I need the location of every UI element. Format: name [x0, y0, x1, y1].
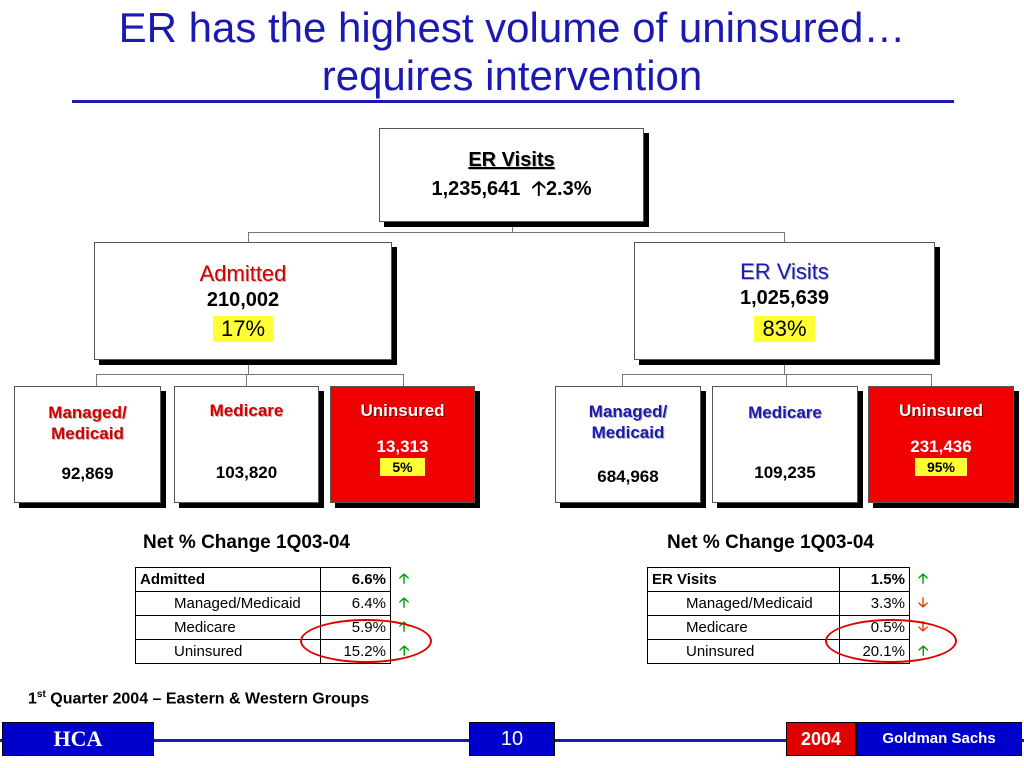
footnote-ordinal: 1 — [28, 690, 37, 708]
row-value: 6.4% — [320, 591, 391, 616]
up-arrow-icon: 🡡 — [531, 178, 546, 200]
connector — [784, 360, 785, 374]
leaf-label: Uninsured — [898, 401, 984, 420]
connector — [248, 232, 784, 233]
connector — [248, 360, 249, 374]
left-medicare-box: Medicare 103,820 — [174, 386, 319, 503]
up-arrow-icon: 🡡 — [398, 569, 410, 586]
leaf-value: 92,869 — [61, 464, 114, 483]
down-arrow-icon: 🡣 — [917, 593, 929, 610]
admitted-box: Admitted 210,002 17% — [94, 242, 392, 360]
right-uninsured-box: Uninsured 231,436 95% — [868, 386, 1014, 503]
leaf-value: 13,313 — [376, 437, 429, 456]
footnote-suffix: st — [36, 689, 46, 700]
connector — [622, 374, 623, 386]
row-label: ER Visits — [647, 567, 840, 592]
admitted-value: 210,002 — [206, 289, 280, 311]
row-value: 6.6% — [320, 567, 391, 592]
leaf-value: 231,436 — [910, 437, 972, 456]
er-visits-share: 83% — [754, 316, 815, 342]
er-visits-value: 1,025,639 — [740, 287, 829, 309]
connector — [248, 232, 249, 242]
leaf-share: 95% — [914, 458, 968, 476]
left-net-change-table: Admitted 6.6% 🡡 Managed/Medicaid 6.4% 🡡 … — [135, 567, 418, 664]
right-medicare-box: Medicare 109,235 — [712, 386, 858, 503]
left-table-heading: Net % Change 1Q03-04 — [143, 532, 350, 553]
connector — [512, 222, 513, 232]
root-er-visits-box: ER Visits 1,235,641 🡡2.3% — [379, 128, 644, 222]
title-underline — [72, 100, 954, 103]
uninsured-highlight-ellipse — [300, 619, 432, 663]
row-label: Uninsured — [135, 639, 321, 664]
leaf-label: Uninsured — [360, 401, 445, 420]
right-table-heading: Net % Change 1Q03-04 — [667, 532, 874, 553]
table-row: Managed/Medicaid 6.4% 🡡 — [135, 591, 418, 616]
left-managed-medicaid-box: Managed/ Medicaid 92,869 — [14, 386, 161, 503]
title-line-1: ER has the highest volume of uninsured… — [118, 4, 906, 51]
row-label: Uninsured — [647, 639, 840, 664]
admitted-share: 17% — [212, 316, 274, 342]
connector — [403, 374, 404, 386]
uninsured-highlight-ellipse — [825, 619, 957, 663]
er-visits-label: ER Visits — [740, 259, 829, 284]
page-number: 10 — [469, 722, 555, 756]
row-label: Managed/Medicaid — [647, 591, 840, 616]
slide-title: ER has the highest volume of uninsured… … — [0, 4, 1024, 100]
footnote-text: Quarter 2004 – Eastern & Western Groups — [45, 690, 370, 708]
year-badge: 2004 — [786, 722, 856, 756]
leaf-value: 684,968 — [597, 467, 659, 486]
connector — [246, 374, 247, 386]
up-arrow-icon: 🡡 — [398, 593, 410, 610]
connector — [622, 374, 932, 375]
root-label: ER Visits — [468, 149, 555, 171]
table-row: ER Visits 1.5% 🡡 — [647, 567, 937, 592]
hca-logo: HCA — [2, 722, 154, 756]
connector — [96, 374, 404, 375]
admitted-label: Admitted — [199, 261, 287, 286]
row-label: Admitted — [135, 567, 321, 592]
er-visits-box: ER Visits 1,025,639 83% — [634, 242, 935, 360]
connector — [786, 374, 787, 386]
table-row: Managed/Medicaid 3.3% 🡣 — [647, 591, 937, 616]
left-uninsured-box: Uninsured 13,313 5% — [330, 386, 475, 503]
row-value: 1.5% — [839, 567, 910, 592]
leaf-label: Medicare — [209, 401, 284, 420]
row-label: Managed/Medicaid — [135, 591, 321, 616]
goldman-sachs-label: Goldman Sachs — [856, 722, 1022, 756]
connector — [784, 232, 785, 242]
root-change: 2.3% — [545, 178, 592, 200]
table-row: Admitted 6.6% 🡡 — [135, 567, 418, 592]
right-managed-medicaid-box: Managed/ Medicaid 684,968 — [555, 386, 701, 503]
root-value-line: 1,235,641 🡡2.3% — [380, 174, 643, 208]
root-value: 1,235,641 — [431, 178, 521, 200]
title-line-2: requires intervention — [321, 52, 703, 99]
leaf-share: 5% — [380, 458, 425, 476]
leaf-label: Medicare — [748, 403, 822, 422]
leaf-label: Managed/ Medicaid — [48, 403, 127, 443]
row-label: Medicare — [647, 615, 840, 640]
connector — [96, 374, 97, 386]
leaf-value: 109,235 — [754, 463, 816, 482]
leaf-label: Managed/ Medicaid — [588, 402, 668, 442]
row-label: Medicare — [135, 615, 321, 640]
row-value: 3.3% — [839, 591, 910, 616]
connector — [931, 374, 932, 386]
footnote: 1st Quarter 2004 – Eastern & Western Gro… — [28, 689, 369, 708]
up-arrow-icon: 🡡 — [917, 569, 929, 586]
leaf-value: 103,820 — [215, 463, 278, 482]
